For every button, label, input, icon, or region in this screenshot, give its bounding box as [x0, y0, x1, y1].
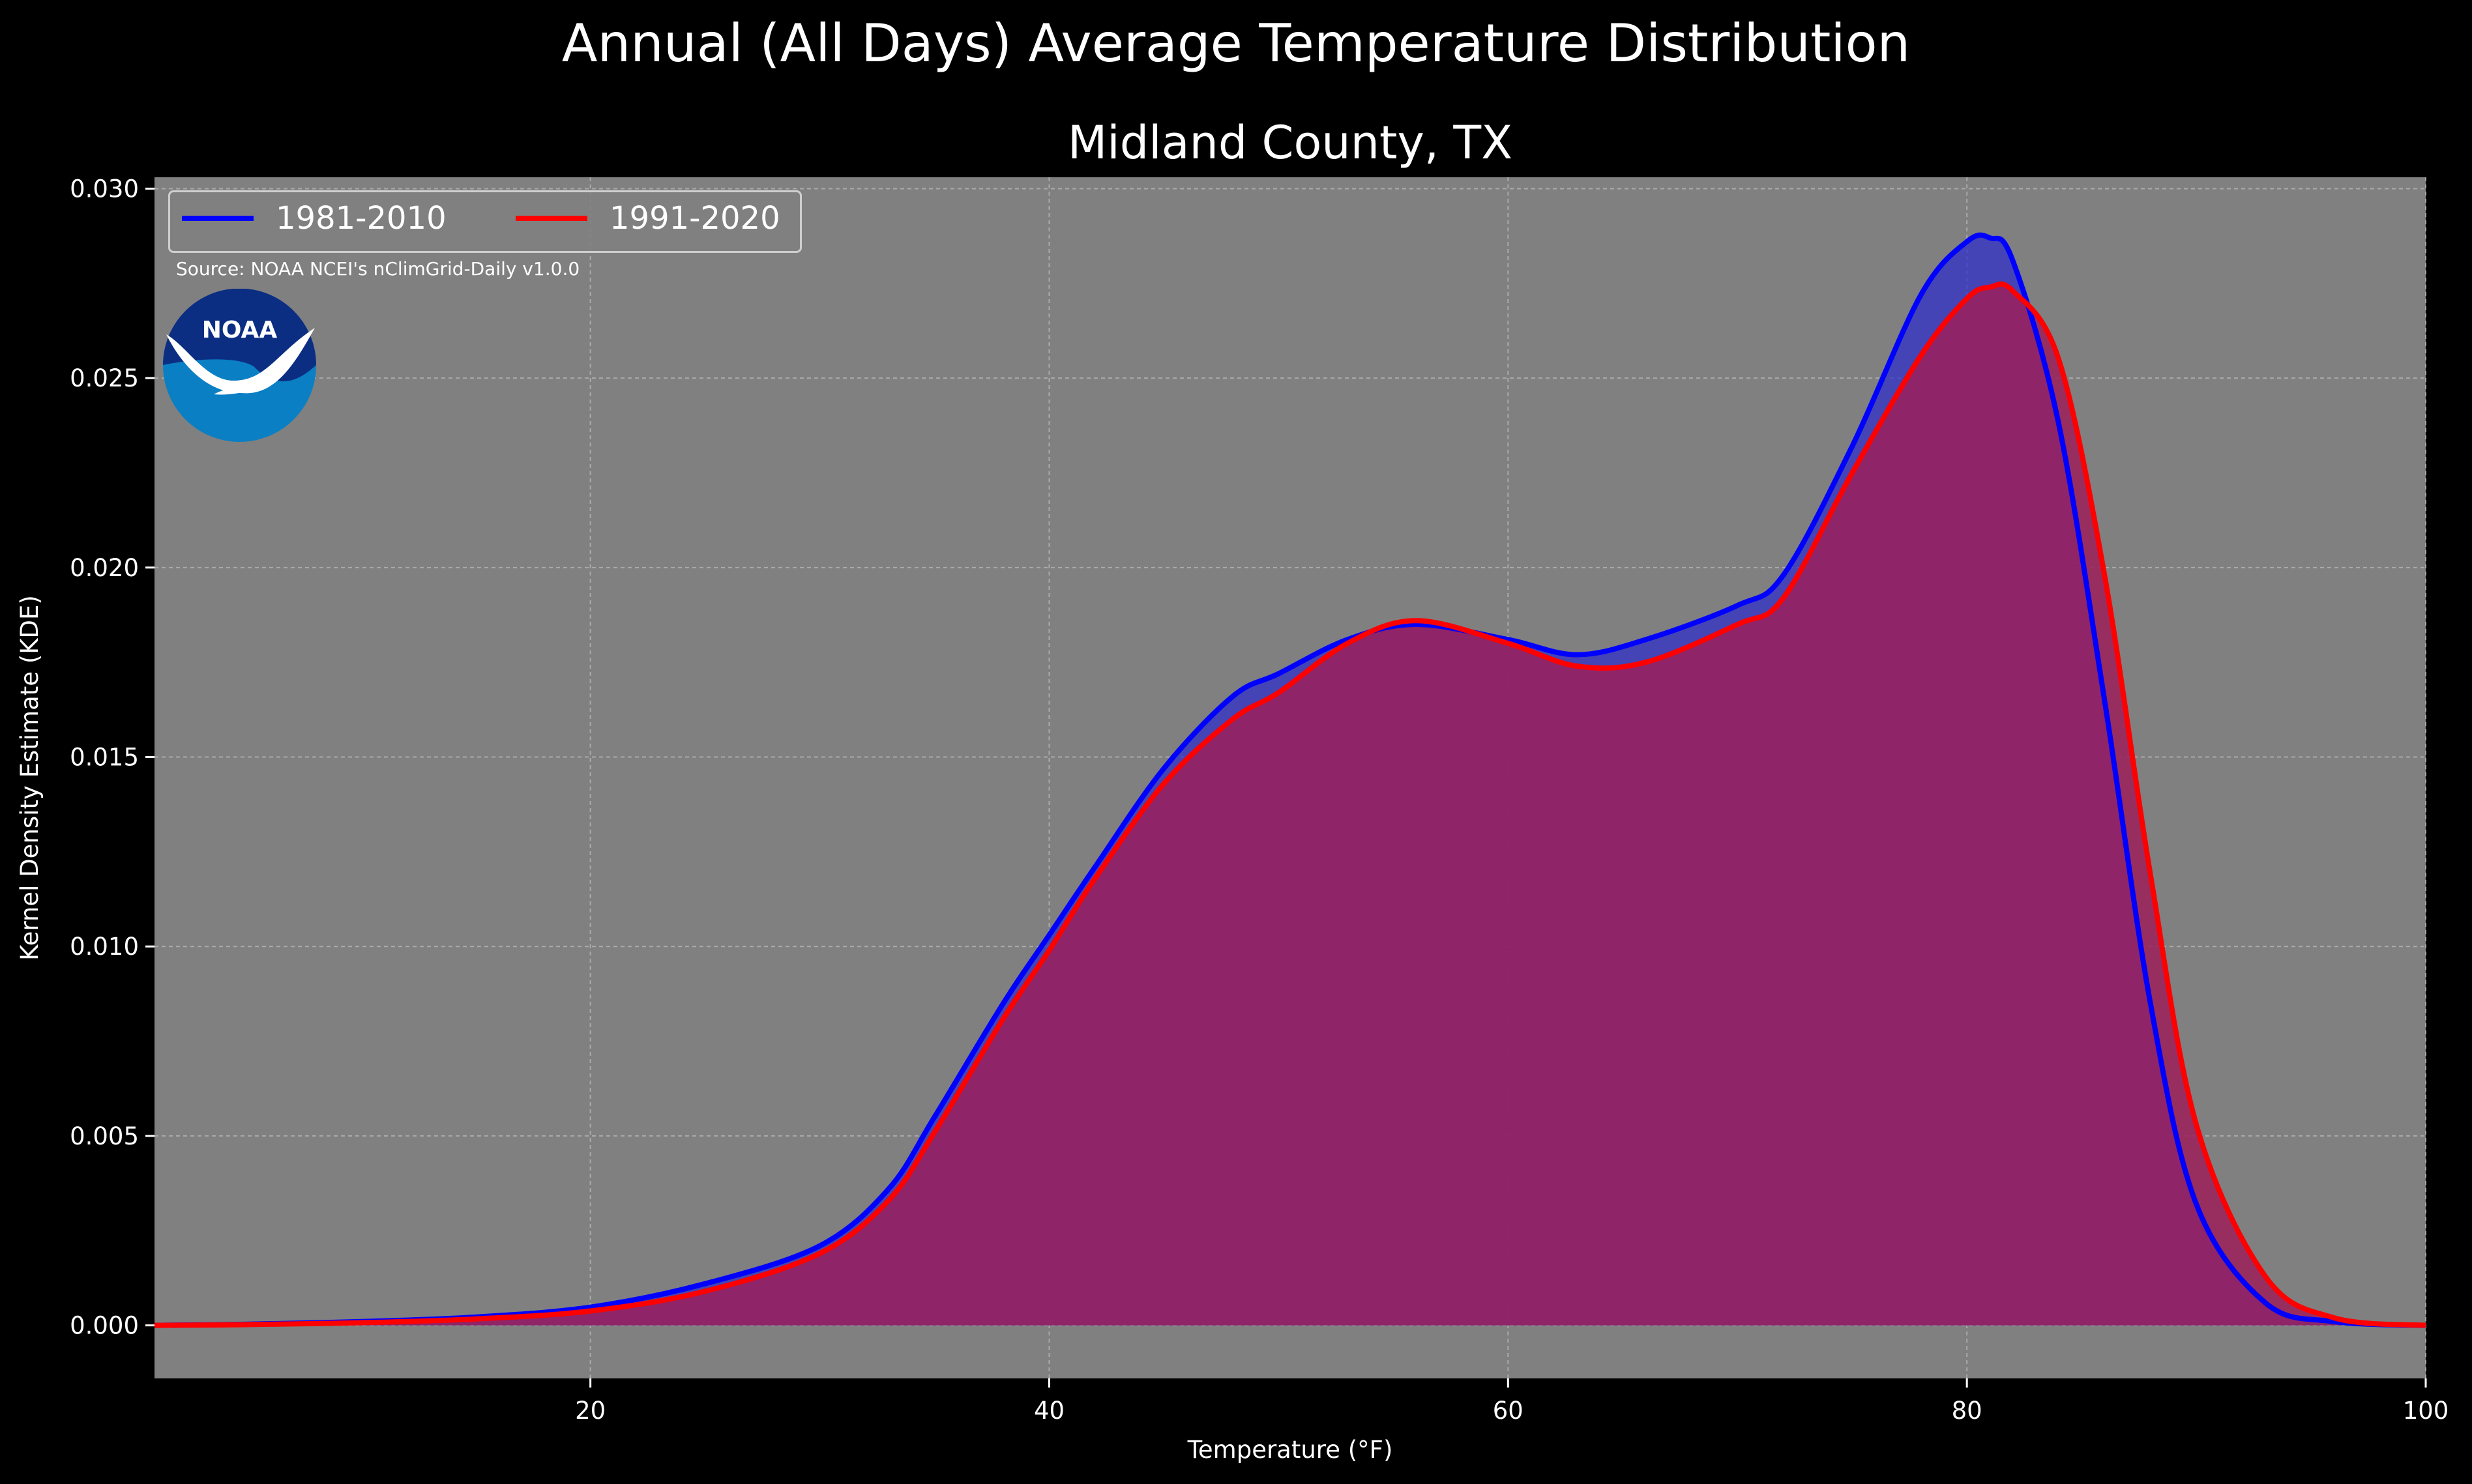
- chart-suptitle: Annual (All Days) Average Temperature Di…: [561, 13, 1911, 74]
- chart-title: Midland County, TX: [1068, 116, 1512, 169]
- y-tick-label: 0.030: [70, 175, 139, 203]
- x-tick-label: 60: [1493, 1397, 1523, 1425]
- x-tick-label: 20: [575, 1397, 606, 1425]
- y-axis-label: Kernel Density Estimate (KDE): [16, 595, 44, 961]
- y-tick-label: 0.000: [70, 1312, 139, 1340]
- area-fill-1991-2020: [154, 284, 2426, 1326]
- y-tick-label: 0.020: [70, 554, 139, 582]
- legend-item-1981-2010: 1981-2010: [182, 200, 447, 237]
- legend-item-1991-2020: 1991-2020: [516, 200, 780, 237]
- legend-swatch-1991-2020: [516, 216, 587, 221]
- y-tick-label: 0.015: [70, 744, 139, 772]
- y-tick-label: 0.025: [70, 364, 139, 392]
- x-tick-label: 40: [1034, 1397, 1065, 1425]
- series-line-1991-2020: [154, 281, 2426, 1328]
- series-line-1981-2010: [154, 232, 2426, 1328]
- legend-label-1981-2010: 1981-2010: [276, 200, 447, 237]
- noaa-logo-text: NOAA: [202, 317, 278, 343]
- source-note: Source: NOAA NCEI's nClimGrid-Daily v1.0…: [176, 258, 580, 280]
- legend-swatch-1981-2010: [182, 216, 254, 221]
- x-tick-label: 100: [2403, 1397, 2449, 1425]
- chart-legend: 1981-2010 1991-2020: [168, 190, 802, 253]
- legend-label-1991-2020: 1991-2020: [610, 200, 780, 237]
- x-axis-label: Temperature (°F): [1187, 1436, 1393, 1464]
- x-tick-label: 80: [1952, 1397, 1982, 1425]
- y-tick-label: 0.010: [70, 933, 139, 961]
- noaa-logo-icon: NOAA: [163, 289, 316, 442]
- y-tick-label: 0.005: [70, 1122, 139, 1150]
